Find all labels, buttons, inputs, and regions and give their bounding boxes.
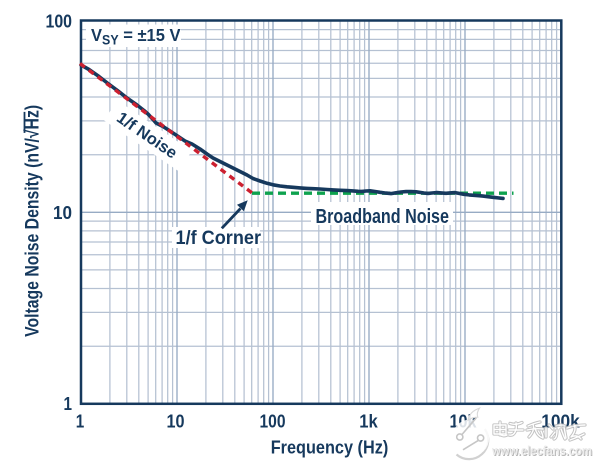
- svg-text:www.elecfans.com: www.elecfans.com: [492, 444, 593, 459]
- svg-text:1k: 1k: [359, 412, 378, 432]
- svg-text:Voltage Noise Density (nV/√Hz): Voltage Noise Density (nV/√Hz): [23, 105, 44, 337]
- svg-text:Frequency (Hz): Frequency (Hz): [271, 436, 389, 457]
- svg-text:Broadband Noise: Broadband Noise: [316, 206, 450, 228]
- svg-text:1: 1: [76, 412, 85, 432]
- svg-text:1/f Corner: 1/f Corner: [176, 228, 262, 249]
- svg-text:10: 10: [167, 412, 185, 432]
- svg-text:10: 10: [53, 203, 72, 223]
- svg-text:100: 100: [46, 11, 73, 31]
- svg-text:100: 100: [260, 412, 286, 432]
- svg-text:1: 1: [64, 394, 73, 414]
- svg-text:www.elecfans.com: www.elecfans.com: [491, 443, 592, 458]
